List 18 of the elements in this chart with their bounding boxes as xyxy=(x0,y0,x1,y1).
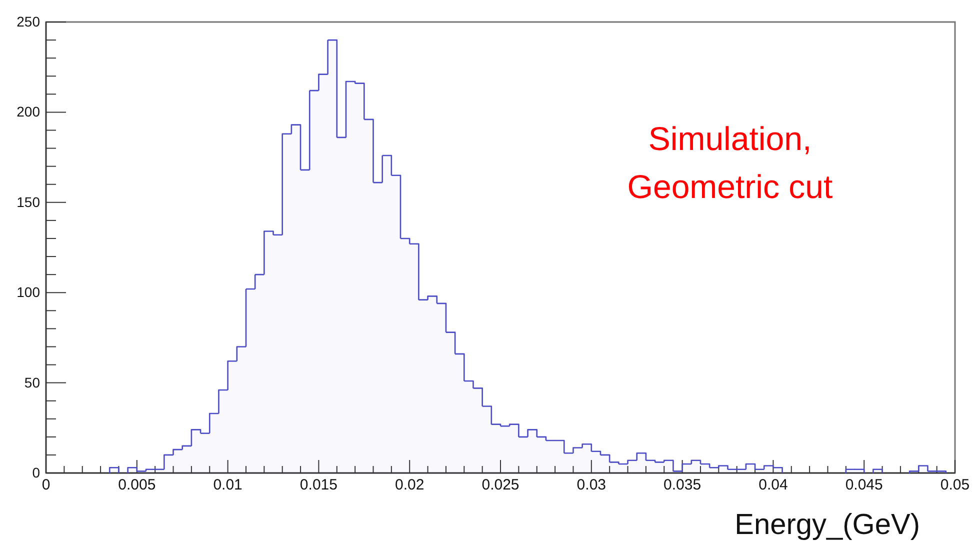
x-tick-label: 0.005 xyxy=(118,476,156,494)
x-tick-label: 0.04 xyxy=(758,476,788,494)
x-tick-label: 0.025 xyxy=(482,476,520,494)
y-tick-label: 100 xyxy=(16,284,40,300)
y-tick-label: 50 xyxy=(24,374,40,390)
y-tick-label: 250 xyxy=(16,13,40,30)
x-tick-label: 0.01 xyxy=(213,476,242,494)
x-tick-label: 0.015 xyxy=(300,476,338,494)
y-tick-label: 200 xyxy=(16,104,40,120)
y-tick-label: 150 xyxy=(16,194,40,210)
x-tick-label: 0.045 xyxy=(845,476,883,494)
y-tick-label: 0 xyxy=(32,464,40,480)
x-tick-label: 0.02 xyxy=(395,476,424,494)
x-tick-label: 0.035 xyxy=(664,476,702,494)
x-axis-title: Energy_(GeV) xyxy=(734,509,920,541)
x-tick-label: 0.03 xyxy=(576,476,606,494)
annotation: Simulation, Geometric cut xyxy=(627,120,833,205)
x-tick-label: 0.05 xyxy=(940,476,970,494)
